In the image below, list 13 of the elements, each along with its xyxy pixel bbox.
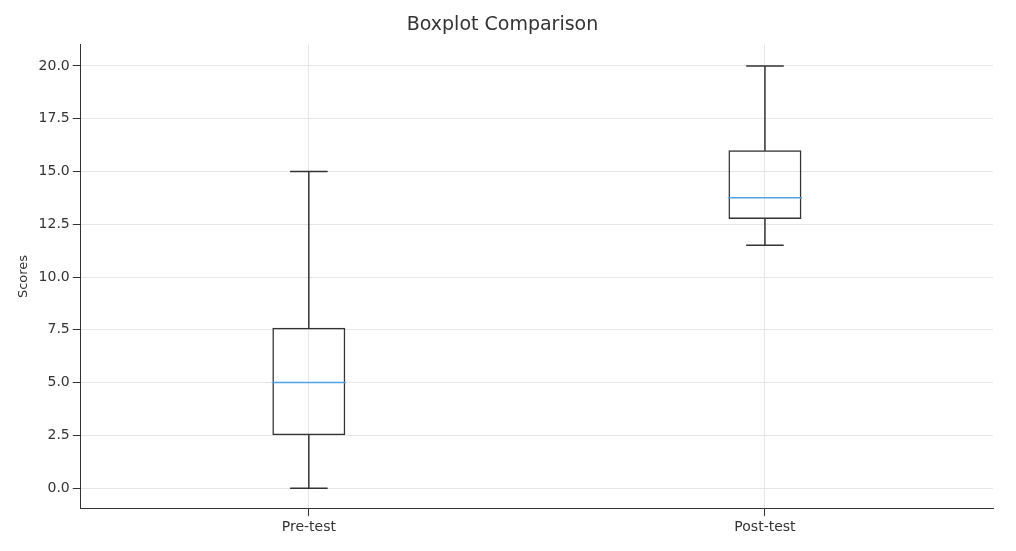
x-tick-label: Pre-test bbox=[281, 518, 337, 535]
y-tick-label: 7.5 bbox=[47, 320, 70, 337]
y-axis-title: Scores bbox=[15, 254, 31, 299]
y-tick-label: 10.0 bbox=[38, 267, 70, 284]
x-tick-label: Post-test bbox=[734, 518, 797, 535]
y-tick-label: 2.5 bbox=[47, 426, 70, 443]
y-tick-label: 0.0 bbox=[47, 478, 70, 495]
y-tick-label: 17.5 bbox=[38, 109, 70, 126]
y-tick-label: 12.5 bbox=[38, 214, 70, 231]
y-tick-label: 15.0 bbox=[38, 162, 70, 179]
y-tick-label: 20.0 bbox=[38, 56, 70, 73]
chart-title: Boxplot Comparison bbox=[406, 12, 599, 35]
y-tick-label: 5.0 bbox=[47, 373, 70, 390]
